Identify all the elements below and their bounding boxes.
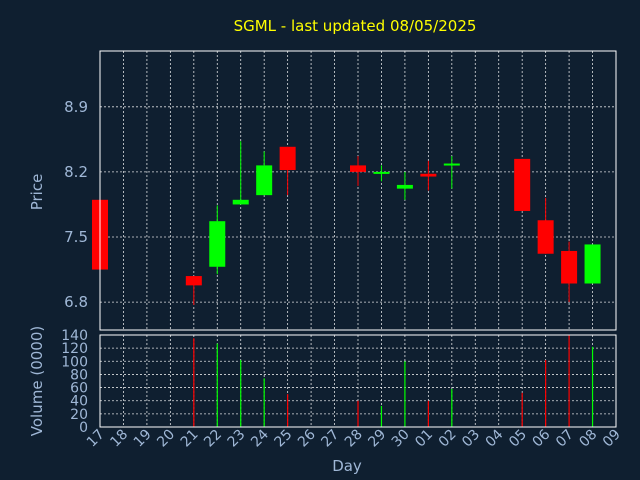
candle-body	[443, 163, 460, 166]
price-candles	[92, 141, 601, 305]
volume-tick-label: 40	[70, 394, 88, 410]
candle-body	[373, 171, 390, 174]
candle-body	[561, 250, 578, 284]
price-tick-label: 7.5	[64, 228, 88, 246]
candle-body	[514, 158, 531, 211]
candle-body	[232, 199, 249, 205]
candle-body	[584, 244, 601, 284]
x-tick-labels: 17 18 19 20 21 22 23 24 25 26 27 28 29 30 01 02 03 04 05 06…	[84, 426, 624, 450]
candle-body	[256, 165, 273, 196]
volume-tick-label: 120	[61, 341, 88, 357]
candle-body	[185, 276, 202, 286]
chart-title: SGML - last updated 08/05/2025	[234, 17, 477, 35]
volume-tick-label: 140	[61, 328, 88, 344]
volume-panel-frame	[99, 334, 617, 428]
candle-body	[537, 220, 554, 254]
candle-body	[279, 146, 296, 171]
volume-tick-label: 100	[61, 354, 88, 370]
price-tick-labels: 6.8 7.5 8.2 8.9	[64, 98, 88, 311]
volume-tick-label: 60	[70, 381, 88, 397]
price-panel-frame	[99, 50, 617, 331]
price-tick-label: 8.2	[64, 163, 88, 181]
price-tick-label: 8.9	[64, 98, 88, 116]
volume-tick-label: 80	[70, 367, 88, 383]
volume-tick-label: 20	[70, 407, 88, 423]
volume-tick-label: 0	[79, 420, 88, 436]
candle-body	[396, 184, 413, 189]
candle-body	[209, 221, 226, 267]
candle-body	[350, 165, 366, 172]
price-tick-label: 6.8	[64, 293, 88, 311]
volume-bars	[193, 335, 594, 427]
price-axis-label: Price	[28, 174, 46, 211]
volume-axis-label: Volume (0000)	[28, 326, 46, 436]
candle-body	[420, 173, 437, 177]
x-axis-label: Day	[332, 457, 362, 475]
